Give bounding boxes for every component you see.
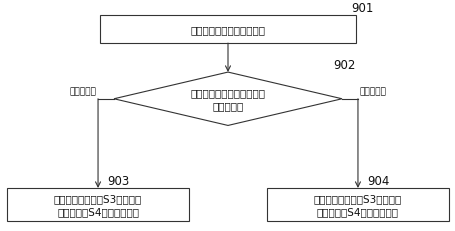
FancyBboxPatch shape (266, 188, 448, 221)
FancyBboxPatch shape (7, 188, 189, 221)
Polygon shape (114, 73, 341, 126)
Text: 在市电过零点设置死区时间: 在市电过零点设置死区时间 (190, 25, 265, 35)
Text: 工频负半周: 工频负半周 (359, 87, 385, 96)
Text: 检测市电处于工频正半周或
工频负半周: 检测市电处于工频正半周或 工频负半周 (190, 88, 265, 111)
Text: 工频正半周: 工频正半周 (70, 87, 96, 96)
Text: 902: 902 (332, 59, 354, 72)
Text: 控制单元控制开关S3处于关断
状态，开关S4处于导通状态: 控制单元控制开关S3处于关断 状态，开关S4处于导通状态 (54, 193, 142, 216)
FancyBboxPatch shape (100, 16, 355, 44)
Text: 904: 904 (366, 174, 389, 187)
Text: 901: 901 (350, 2, 373, 15)
Text: 控制单元控制开关S3处于导通
状态，开关S4处于关断状态: 控制单元控制开关S3处于导通 状态，开关S4处于关断状态 (313, 193, 401, 216)
Text: 903: 903 (107, 174, 129, 187)
